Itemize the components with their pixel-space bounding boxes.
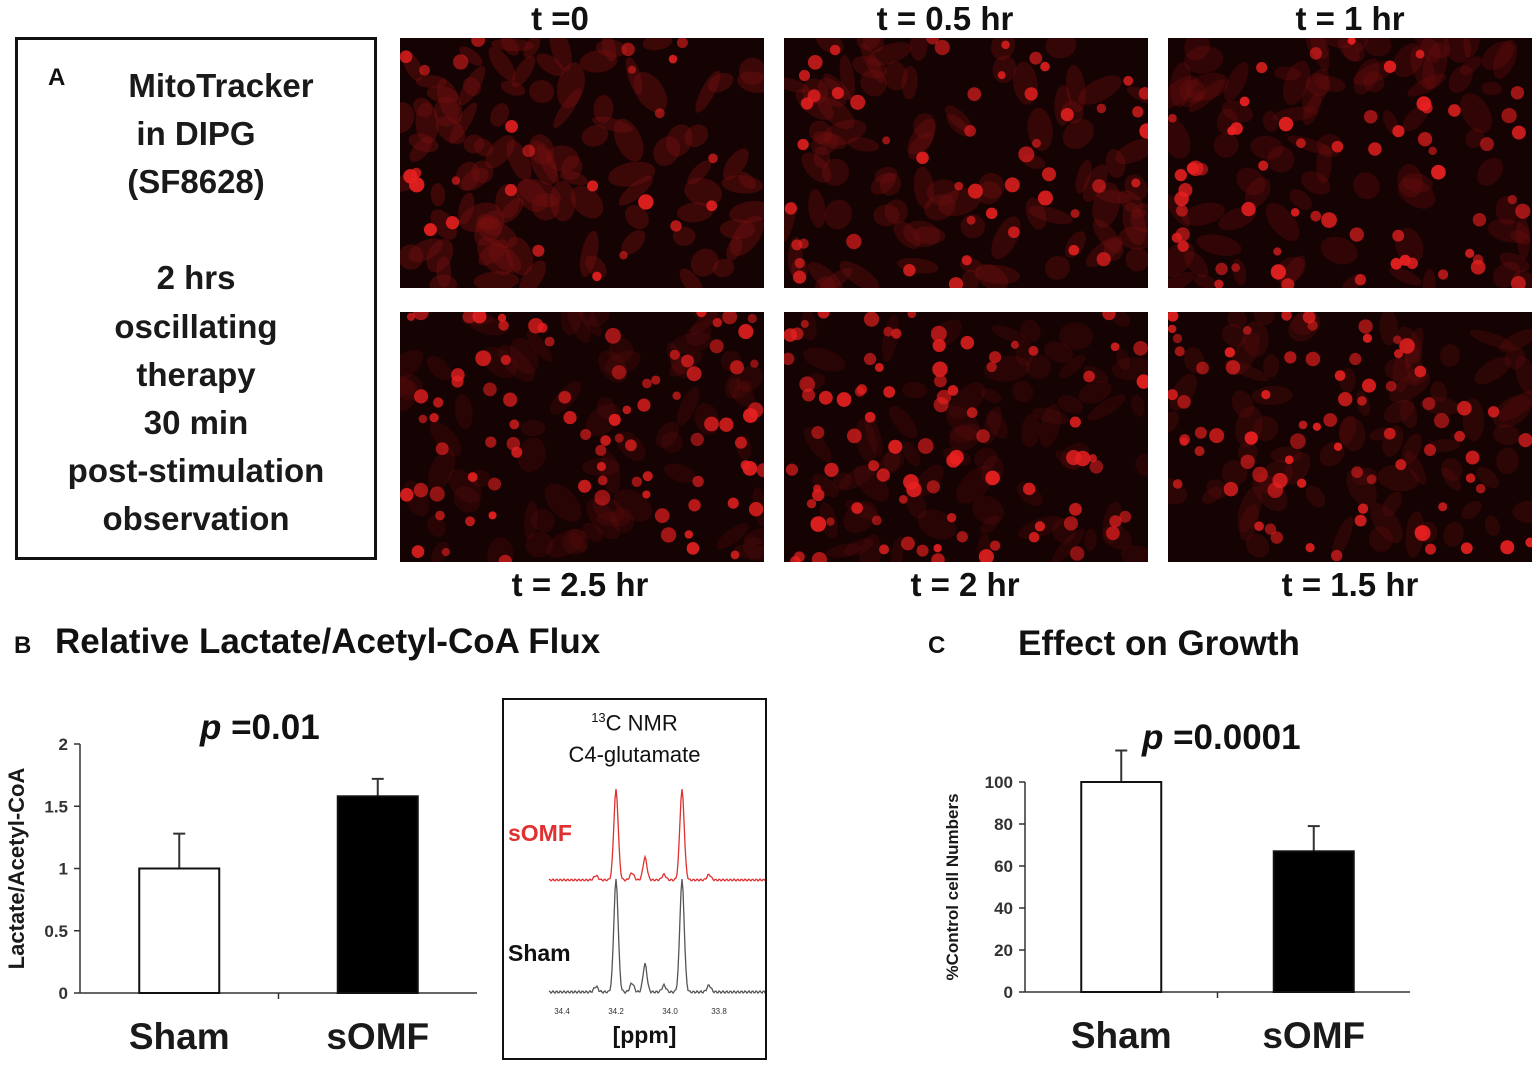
description-line: in DIPG [136, 115, 256, 152]
y-axis-label: %Control cell Numbers [943, 793, 962, 980]
micrograph-t2 [784, 312, 1148, 562]
nmr-tick-label: 34.4 [554, 1007, 570, 1016]
time-label-t0: t =0 [531, 0, 589, 37]
y-tick-label: 40 [994, 899, 1013, 918]
panel-b-title: Relative Lactate/Acetyl-CoA Flux [55, 622, 601, 661]
nmr-spectrum-somf [548, 789, 765, 882]
y-axis-label: Lactate/Acetyl-CoA [4, 768, 29, 970]
micrograph-t1 [1168, 38, 1532, 288]
p-symbol: p [1142, 718, 1164, 757]
y-tick-label: 0 [1004, 983, 1013, 1002]
panel-c-pvalue: p =0.0001 [1142, 718, 1301, 758]
description-line: oscillating [114, 308, 278, 345]
description-line: 30 min [143, 404, 249, 441]
bar-somf [1272, 850, 1355, 993]
nmr-tick-label: 34.2 [608, 1007, 624, 1016]
y-tick-label: 1 [59, 860, 68, 879]
y-tick-label: 80 [994, 815, 1013, 834]
x-category-label: sOMF [326, 1016, 429, 1057]
description-line: MitoTracker [128, 67, 314, 104]
micrograph-t15 [1168, 312, 1532, 562]
nmr-title: 13C NMR [504, 710, 765, 736]
panel-c-title: Effect on Growth [1018, 624, 1300, 663]
nmr-spectra: 34.4 34.2 34.0 33.8 [548, 789, 765, 1016]
nmr-tick-label: 34.0 [662, 1007, 678, 1016]
y-tick-label: 60 [994, 857, 1013, 876]
p-value-text: =0.01 [221, 708, 320, 747]
nmr-somf-label: sOMF [508, 820, 572, 846]
panel-a-description-box: MitoTracker in DIPG (SF8628) 2 hrs oscil… [15, 37, 377, 560]
p-symbol: p [200, 708, 222, 747]
panel-b-letter: B [14, 632, 32, 659]
micrograph-t0 [400, 38, 764, 288]
x-category-label: Sham [1071, 1015, 1172, 1056]
y-tick-label: 1.5 [44, 797, 68, 816]
y-tick-label: 0.5 [44, 922, 68, 941]
time-label-t2: t = 2 hr [910, 566, 1020, 603]
nmr-sham-label: Sham [508, 940, 571, 966]
panel-c-letter: C [928, 632, 946, 659]
y-tick-label: 2 [59, 735, 68, 754]
nmr-title-sup: 13 [591, 710, 606, 725]
panel-a-letter: A [48, 64, 66, 91]
time-label-t15: t = 1.5 hr [1281, 566, 1419, 603]
time-label-t25: t = 2.5 hr [511, 566, 649, 603]
x-category-label: Sham [129, 1016, 230, 1057]
panel-b-pvalue: p =0.01 [200, 708, 320, 748]
x-category-label: sOMF [1262, 1015, 1365, 1056]
description-line: therapy [136, 356, 256, 393]
bar-sham [138, 867, 221, 994]
micrograph-t25 [400, 312, 764, 562]
description-line: (SF8628) [127, 163, 265, 200]
bar-sham [1080, 781, 1163, 993]
nmr-xlabel: [ppm] [612, 1022, 677, 1048]
micrograph-t05 [784, 38, 1148, 288]
nmr-inset: 13C NMR C4-glutamate sOMF Sham 34.4 34.2 3… [502, 698, 767, 1060]
y-tick-label: 0 [59, 984, 68, 1003]
description-line: 2 hrs [156, 259, 236, 296]
growth-bar-chart: 0 20 40 60 80 100 Sham sOMF %Control cell Number… [943, 749, 1410, 1056]
description-line: observation [102, 500, 290, 537]
time-label-t1: t = 1 hr [1295, 0, 1405, 37]
p-value-text: =0.0001 [1163, 718, 1301, 757]
bar-somf [336, 795, 419, 995]
nmr-title-main: C NMR [605, 710, 678, 736]
nmr-spectrum-sham [548, 878, 765, 995]
nmr-subtitle: C4-glutamate [568, 742, 701, 767]
lactate-bar-chart: 0 0.5 1 1.5 2 Sham sOMF Lactate/Acetyl-CoA [4, 735, 477, 1057]
time-label-t05: t = 0.5 hr [876, 0, 1014, 37]
y-tick-label: 100 [985, 773, 1013, 792]
description-line: post-stimulation [67, 452, 325, 489]
y-tick-label: 20 [994, 941, 1013, 960]
nmr-tick-label: 33.8 [711, 1007, 727, 1016]
